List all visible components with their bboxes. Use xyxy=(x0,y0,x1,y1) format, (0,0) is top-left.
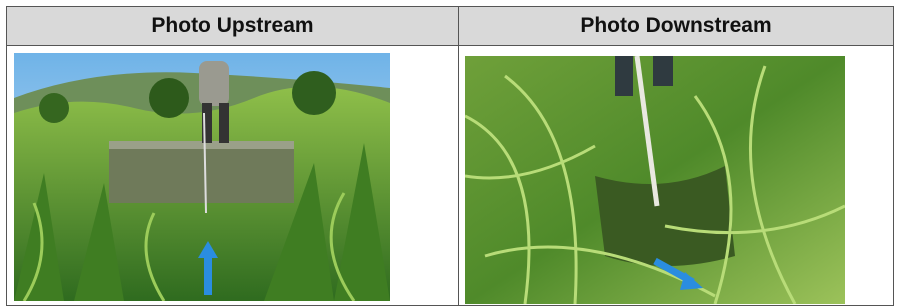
photo-table: Photo Upstream Photo Downstream xyxy=(6,6,894,306)
downstream-photo xyxy=(465,56,845,304)
photo-cell xyxy=(459,46,894,306)
column-header: Photo Upstream xyxy=(7,7,459,46)
upstream-photo xyxy=(14,53,390,301)
column-header: Photo Downstream xyxy=(459,7,894,46)
photo-cell xyxy=(7,46,459,306)
page: Photo Upstream Photo Downstream xyxy=(0,0,899,308)
